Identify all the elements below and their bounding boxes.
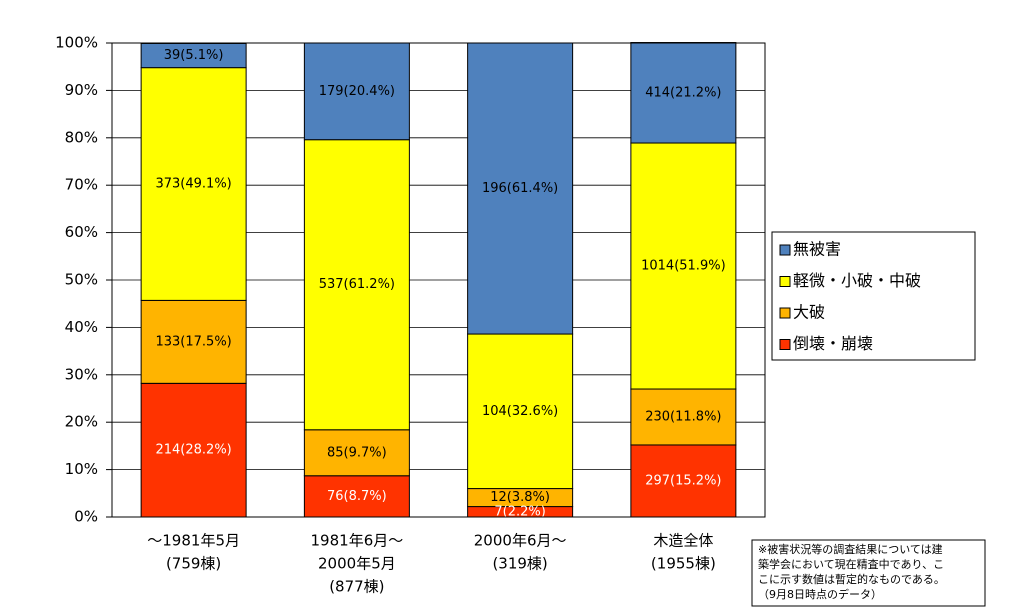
value-label: 373(49.1%): [155, 177, 231, 192]
y-tick-label: 20%: [65, 413, 98, 431]
note-text: 築学会において現在精査中であり、こ: [758, 557, 944, 571]
bar-segment: [140, 42, 247, 69]
bar-segment: [630, 444, 737, 518]
value-label: 133(17.5%): [155, 334, 231, 349]
x-tick-label: 1981年6月～: [311, 532, 404, 550]
bar-segment: [630, 142, 737, 390]
y-tick-label: 50%: [65, 271, 98, 289]
legend-box: [771, 231, 976, 361]
value-label: 230(11.8%): [645, 409, 721, 424]
note-text: ※被害状況等の調査結果については建: [758, 542, 943, 556]
bar-segment: [303, 475, 410, 518]
y-tick-label: 80%: [65, 128, 98, 146]
note-text: （9月8日時点のデータ）: [758, 587, 882, 601]
note-text: こに示す数値は暫定的なものである。: [758, 572, 945, 586]
value-label: 7(2.2%): [494, 504, 545, 519]
value-label: 414(21.2%): [645, 85, 721, 100]
bar-segment: [140, 299, 247, 384]
y-tick-label: 10%: [65, 460, 98, 478]
y-tick-label: 30%: [65, 365, 98, 383]
bar-segment: [630, 42, 737, 144]
bar-segment: [140, 67, 247, 301]
legend-label: 軽微・小破・中破: [793, 271, 921, 290]
bar-segment: [467, 42, 574, 335]
y-tick-label: 70%: [65, 176, 98, 194]
legend-swatch: [779, 276, 791, 287]
x-tick-label: ～1981年5月: [147, 532, 240, 550]
x-tick-label: 木造全体: [653, 532, 713, 550]
legend-swatch: [779, 307, 791, 319]
value-label: 39(5.1%): [164, 48, 224, 63]
value-label: 104(32.6%): [482, 404, 558, 419]
bar-segment: [630, 388, 737, 446]
y-tick-label: 0%: [74, 508, 98, 526]
value-label: 214(28.2%): [155, 443, 231, 458]
x-tick-label: (319棟): [492, 555, 547, 573]
value-label: 1014(51.9%): [641, 259, 726, 274]
bar-segment: [303, 42, 410, 141]
x-tick-label: (759棟): [166, 555, 221, 573]
value-label: 537(61.2%): [319, 277, 395, 292]
bar-segment: [303, 139, 410, 431]
legend-swatch: [779, 339, 791, 350]
y-tick-label: 90%: [65, 81, 98, 99]
legend-swatch: [779, 244, 791, 256]
x-tick-label: 2000年5月: [318, 555, 396, 573]
legend-label: 倒壊・崩壊: [793, 334, 873, 353]
value-label: 179(20.4%): [319, 84, 395, 99]
y-tick-label: 60%: [65, 223, 98, 241]
value-label: 297(15.2%): [645, 473, 721, 488]
legend-label: 大破: [793, 303, 825, 322]
value-label: 12(3.8%): [490, 490, 550, 505]
x-tick-label: 2000年6月～: [474, 532, 567, 550]
value-label: 76(8.7%): [327, 489, 387, 504]
y-tick-label: 40%: [65, 318, 98, 336]
value-label: 196(61.4%): [482, 181, 558, 196]
value-label: 85(9.7%): [327, 445, 387, 460]
plot-frame: [111, 42, 766, 518]
note-box: [751, 539, 986, 607]
y-tick-label: 100%: [55, 34, 98, 52]
x-tick-label: (877棟): [329, 578, 384, 596]
legend-label: 無被害: [793, 240, 841, 259]
x-tick-label: (1955棟): [651, 555, 716, 573]
